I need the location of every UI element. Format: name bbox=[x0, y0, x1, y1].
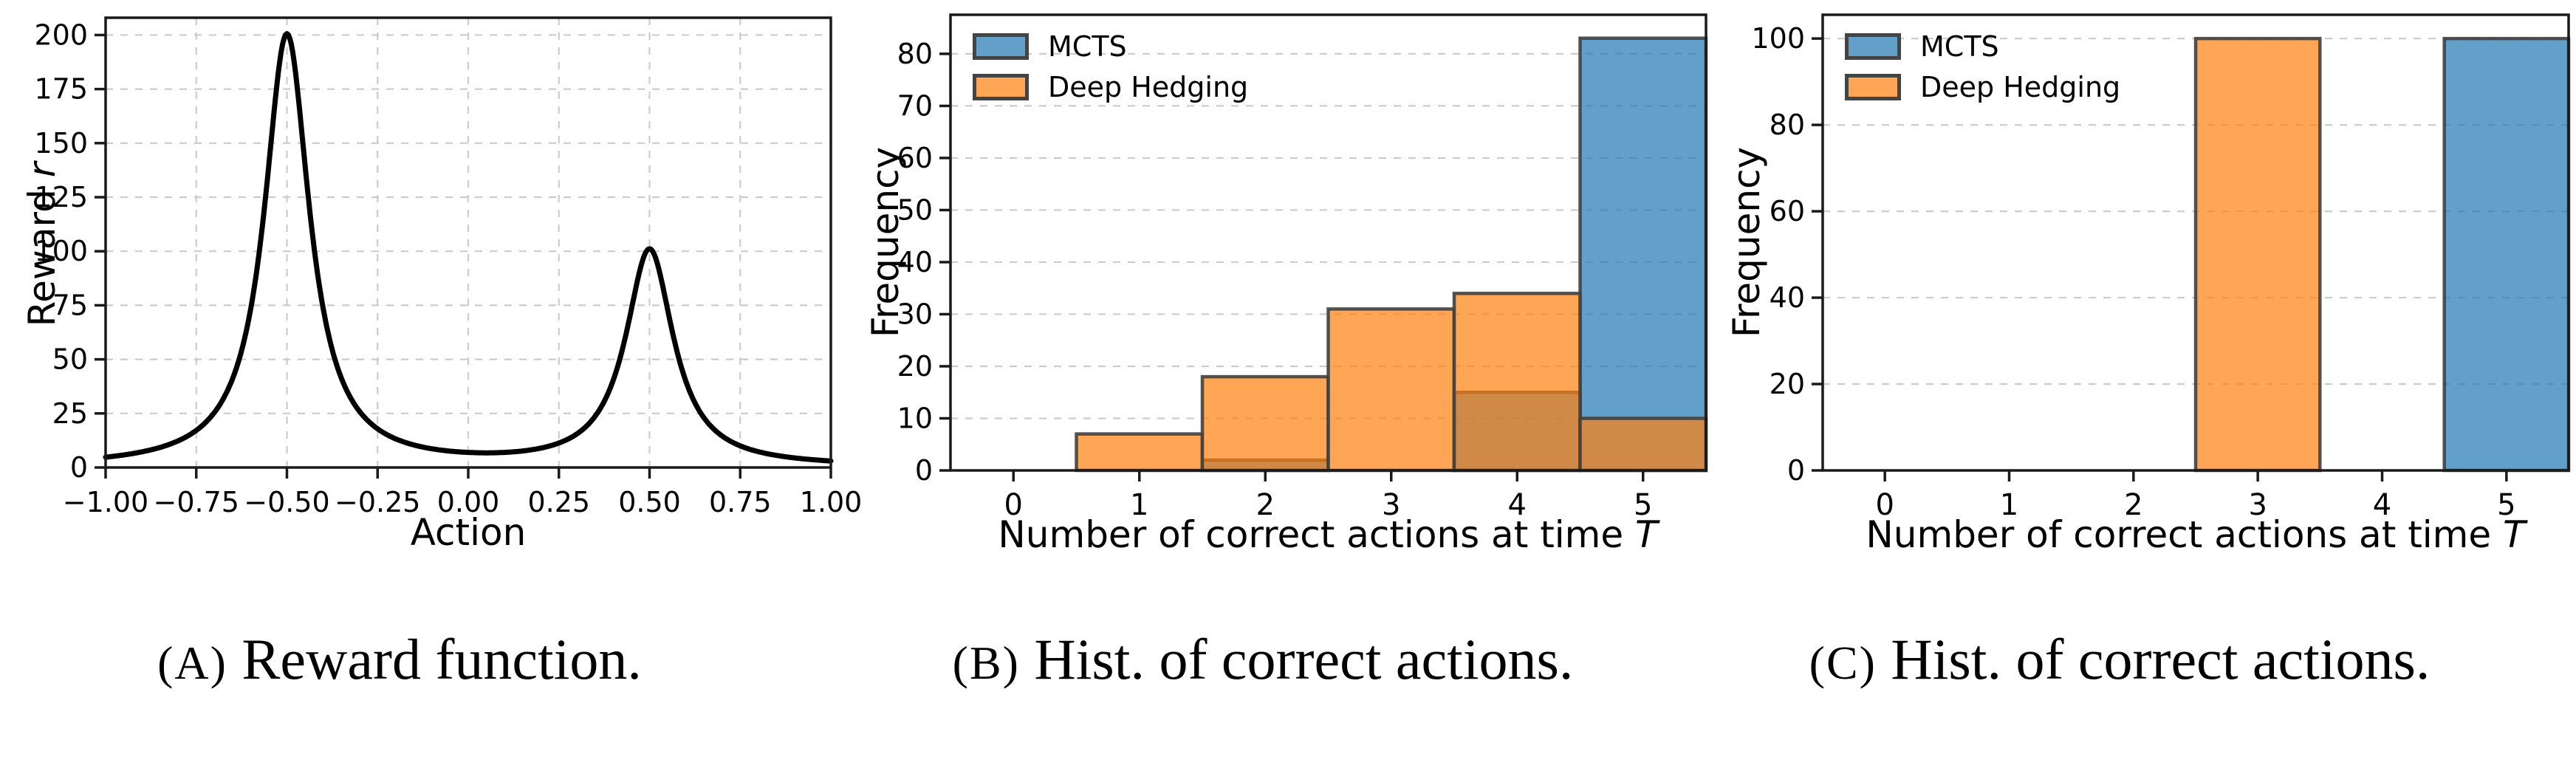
y-tick-label: 70 bbox=[897, 89, 933, 122]
chart-c-legend: MCTS Deep Hedging bbox=[1845, 32, 2120, 114]
legend-row-deep-hedging: Deep Hedging bbox=[973, 73, 1248, 101]
legend-row-mcts: MCTS bbox=[1845, 32, 2120, 61]
x-tick-label: 3 bbox=[1382, 488, 1400, 522]
y-tick-label: 150 bbox=[34, 127, 88, 160]
y-tick-label: 50 bbox=[897, 193, 933, 226]
chart-b-x-axis-label: Number of correct actions at time T bbox=[998, 513, 1658, 556]
y-tick-label: 40 bbox=[1770, 281, 1805, 314]
tick-labels: 0 1 2 3 4 5 0 20 40 60 80 100 bbox=[1751, 22, 2515, 522]
x-tick-label: 5 bbox=[1634, 488, 1652, 522]
caption-a: (A) Reward function. bbox=[157, 627, 642, 691]
x-tick-label: 0 bbox=[1004, 488, 1023, 522]
chart-c-x-axis-label: Number of correct actions at time T bbox=[1866, 513, 2526, 556]
y-tick-label: 30 bbox=[897, 298, 933, 330]
reward-curve bbox=[103, 31, 834, 464]
y-tick-label: 40 bbox=[897, 246, 933, 278]
tick-labels: −1.00 −0.75 −0.50 −0.25 0.00 0.25 0.50 0.75 1.00… bbox=[34, 18, 862, 518]
y-tick-label: 200 bbox=[34, 18, 88, 51]
x-tick-label: 1.00 bbox=[800, 486, 863, 518]
y-tick-label: 125 bbox=[34, 181, 88, 213]
x-tick-label: 5 bbox=[2497, 488, 2515, 522]
x-tick-label: 1 bbox=[1130, 488, 1148, 522]
legend-label-deep-hedging: Deep Hedging bbox=[1048, 71, 1249, 103]
bar-deep-hedging-4 bbox=[1452, 292, 1582, 473]
y-tick-label: 0 bbox=[70, 451, 88, 484]
y-tick-label: 0 bbox=[1787, 454, 1805, 487]
bar-deep-hedging-2 bbox=[1200, 374, 1330, 473]
bar-mcts-5 bbox=[1578, 36, 1708, 473]
tick-marks bbox=[1812, 37, 2508, 482]
hist-correct-actions-c-chart-plot-area: 0 1 2 3 4 5 0 20 40 60 80 100 bbox=[1751, 13, 2571, 522]
mcts-color-swatch bbox=[973, 33, 1029, 60]
gridlines bbox=[104, 18, 832, 467]
y-tick-label: 60 bbox=[1770, 195, 1805, 227]
bars-deep-hedging bbox=[2193, 36, 2322, 473]
x-tick-label: 0 bbox=[1875, 488, 1894, 522]
mcts-color-swatch bbox=[1845, 33, 1901, 60]
legend-label-mcts: MCTS bbox=[1920, 30, 1999, 63]
x-tick-label: 0.75 bbox=[709, 486, 772, 518]
chart-b-y-axis-label: Frequency bbox=[864, 146, 907, 338]
deep-hedging-color-swatch bbox=[1845, 74, 1901, 100]
x-tick-label: 3 bbox=[2248, 488, 2267, 522]
y-tick-label: 25 bbox=[52, 397, 88, 430]
y-tick-label: 20 bbox=[897, 350, 933, 383]
tick-marks bbox=[95, 33, 832, 479]
axes-frame bbox=[1821, 13, 2570, 472]
bar-deep-hedging-1 bbox=[1075, 432, 1205, 473]
chart-b-legend: MCTS Deep Hedging bbox=[973, 32, 1248, 114]
x-tick-label: −0.75 bbox=[154, 486, 239, 518]
axes-frame bbox=[949, 13, 1707, 472]
bar-deep-hedging-3 bbox=[2193, 36, 2322, 473]
y-tick-label: 20 bbox=[1770, 368, 1805, 400]
bars-mcts bbox=[2442, 36, 2571, 473]
x-tick-label: −1.00 bbox=[63, 486, 148, 518]
y-tick-label: 60 bbox=[897, 142, 933, 174]
y-tick-label: 80 bbox=[897, 38, 933, 70]
x-tick-label: 0.00 bbox=[437, 486, 500, 518]
deep-hedging-color-swatch bbox=[973, 74, 1029, 100]
x-tick-label: 4 bbox=[1508, 488, 1527, 522]
y-tick-label: 80 bbox=[1770, 109, 1805, 141]
y-tick-label: 100 bbox=[34, 235, 88, 267]
bar-deep-hedging-3 bbox=[1326, 307, 1456, 473]
legend-row-mcts: MCTS bbox=[973, 32, 1248, 61]
x-tick-label: 2 bbox=[1256, 488, 1275, 522]
y-tick-label: 175 bbox=[34, 73, 88, 106]
x-tick-label: 4 bbox=[2373, 488, 2391, 522]
x-tick-label: 0.25 bbox=[527, 486, 590, 518]
x-tick-label: −0.50 bbox=[244, 486, 329, 518]
legend-label-mcts: MCTS bbox=[1048, 30, 1127, 63]
chart-a-x-axis-label: Action bbox=[410, 511, 527, 554]
x-tick-label: −0.25 bbox=[335, 486, 420, 518]
y-tick-label: 100 bbox=[1751, 22, 1805, 55]
x-tick-label: 2 bbox=[2124, 488, 2142, 522]
x-tick-label: 0.50 bbox=[618, 486, 681, 518]
x-tick-label: 1 bbox=[2000, 488, 2018, 522]
legend-label-deep-hedging: Deep Hedging bbox=[1920, 71, 2121, 103]
caption-c: (C) Hist. of correct actions. bbox=[1809, 627, 2431, 691]
tick-marks bbox=[939, 52, 1645, 482]
y-tick-label: 50 bbox=[52, 343, 88, 376]
y-tick-label: 0 bbox=[915, 454, 933, 487]
chart-c-y-axis-label: Frequency bbox=[1725, 146, 1768, 338]
y-tick-label: 10 bbox=[897, 402, 933, 434]
bar-deep-hedging-5 bbox=[1578, 417, 1708, 473]
legend-row-deep-hedging: Deep Hedging bbox=[1845, 73, 2120, 101]
bar-mcts-5 bbox=[2442, 36, 2571, 473]
chart-a-y-axis-label: Reward r bbox=[21, 162, 64, 327]
reward-function-chart-plot-area: −1.00 −0.75 −0.50 −0.25 0.00 0.25 0.50 0.75 1.00… bbox=[34, 16, 862, 518]
y-tick-label: 75 bbox=[52, 289, 88, 321]
caption-b: (B) Hist. of correct actions. bbox=[952, 627, 1574, 691]
